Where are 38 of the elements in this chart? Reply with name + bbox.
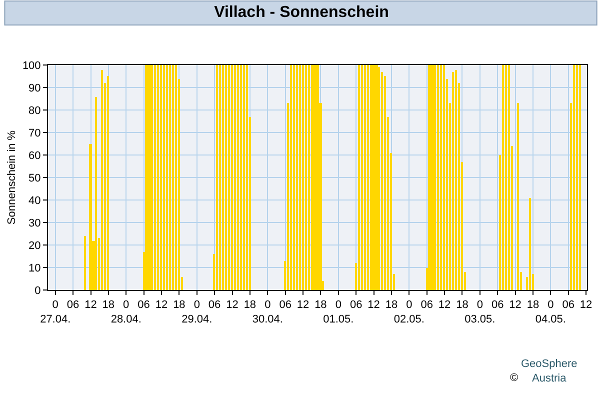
y-tick-label: 90 xyxy=(28,82,41,94)
x-tick-label: 12 xyxy=(84,299,97,312)
y-tick-label: 10 xyxy=(28,262,41,274)
y-tick-label: 0 xyxy=(34,284,41,297)
x-tick-label: 06 xyxy=(138,299,150,312)
y-tick-label: 100 xyxy=(22,60,41,72)
x-tick-label: 12 xyxy=(368,299,380,312)
y-tick-label: 40 xyxy=(28,194,41,207)
x-tick-label: 18 xyxy=(244,299,256,312)
x-tick-label: 18 xyxy=(314,299,327,312)
x-tick-label: 18 xyxy=(102,299,115,312)
x-tick-label: 12 xyxy=(296,299,310,312)
y-axis-title: Sonnenschein in % xyxy=(6,130,18,225)
y-tick-label: 20 xyxy=(28,240,41,252)
y-tick-label: 80 xyxy=(28,104,41,117)
x-tick-label: 06 xyxy=(562,299,574,312)
x-tick-label: 06 xyxy=(350,299,362,312)
text: GeoSphere Austria xyxy=(521,358,578,384)
x-tick-label: 06 xyxy=(420,299,433,312)
x-tick-label: 06 xyxy=(208,299,221,312)
x-tick-label: 12 xyxy=(438,299,451,312)
y-tick-label: 70 xyxy=(28,127,41,140)
x-tick-label: 18 xyxy=(173,299,186,312)
x-tick-label: 06 xyxy=(66,299,80,312)
x-tick-label: 12 xyxy=(226,299,238,312)
y-tick-label: 30 xyxy=(28,217,41,230)
x-tick-label: 18 xyxy=(385,299,398,312)
x-tick-label: 06 xyxy=(279,299,292,312)
x-tick-label: 12 xyxy=(580,299,592,312)
x-tick-label: 18 xyxy=(456,299,468,312)
y-tick-label: 50 xyxy=(28,172,41,184)
x-tick-label: 18 xyxy=(526,299,540,312)
x-tick-label: 12 xyxy=(155,299,168,312)
text: © xyxy=(510,372,518,384)
chart-title: Villach - Sonnenschein xyxy=(214,4,389,22)
y-tick-label: 60 xyxy=(28,150,41,162)
x-tick-label: 12 xyxy=(509,299,522,312)
x-tick-label: 06 xyxy=(491,299,504,312)
